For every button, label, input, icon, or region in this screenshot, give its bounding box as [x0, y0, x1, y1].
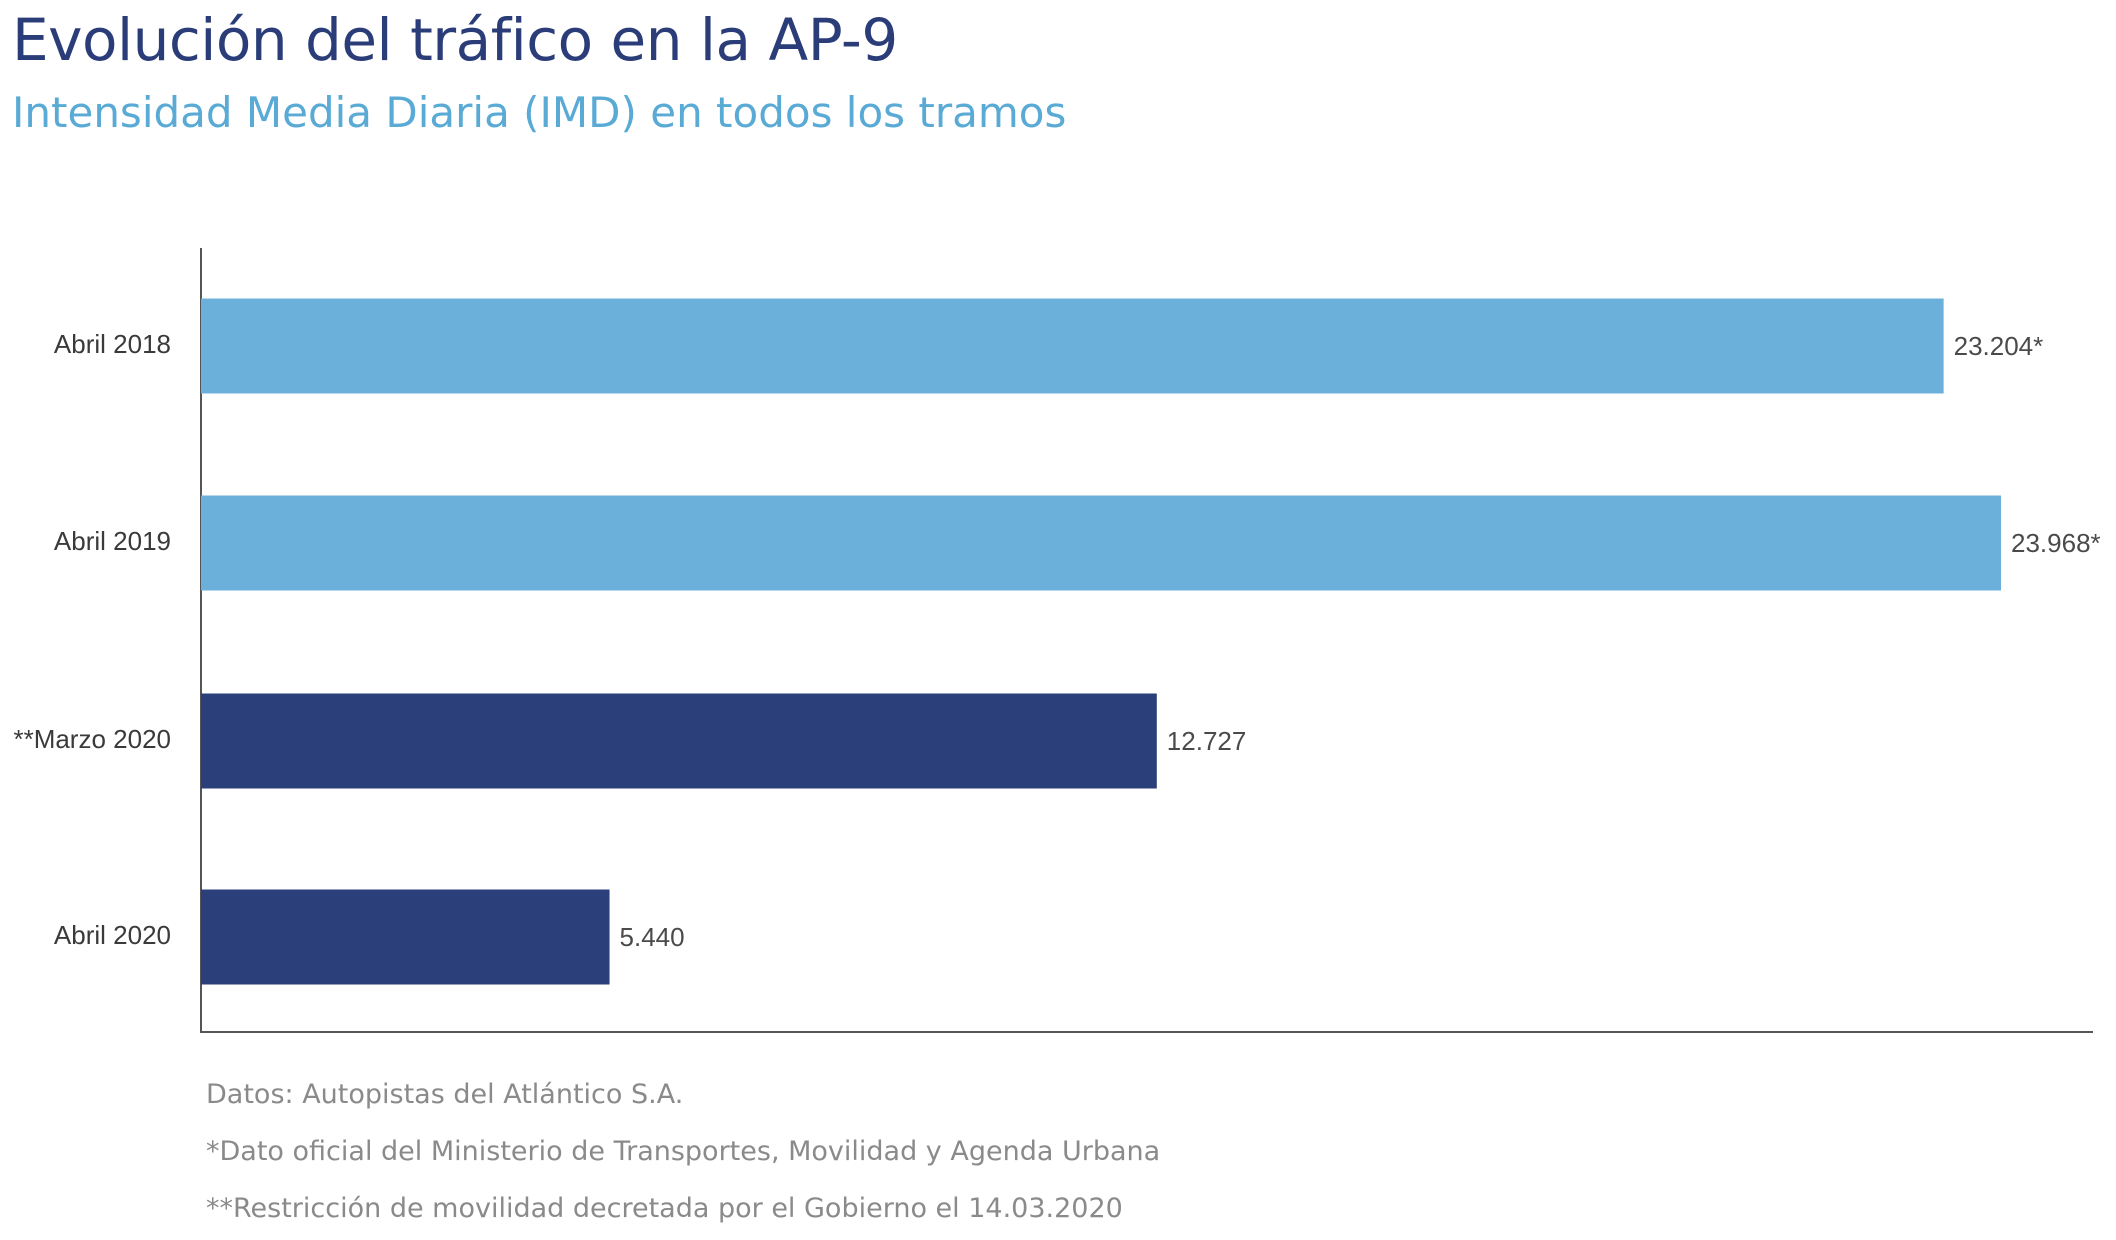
value-label: 23.968*: [2011, 528, 2101, 558]
category-label: **Marzo 2020: [13, 724, 171, 754]
bar: [201, 889, 610, 985]
bar: [201, 298, 1944, 394]
category-label: Abril 2019: [54, 526, 171, 556]
category-label: Abril 2020: [54, 920, 171, 950]
restriction-note: **Restricción de movilidad decretada por…: [206, 1193, 1123, 1224]
bar: [201, 495, 2001, 591]
value-label: 5.440: [620, 922, 685, 952]
value-label: 23.204*: [1954, 331, 2044, 361]
chart-title: Evolución del tráfico en la AP-9: [12, 6, 898, 74]
bars-group: [201, 298, 2001, 985]
bar-chart: Abril 2018 Abril 2019 **Marzo 2020 Abril 20…: [13, 248, 2101, 1033]
official-data-note: *Dato oficial del Ministerio de Transpor…: [206, 1136, 1161, 1167]
value-labels-group: 23.204* 23.968* 12.727 5.440: [620, 331, 2101, 952]
value-label: 12.727: [1167, 726, 1247, 756]
category-labels-group: Abril 2018 Abril 2019 **Marzo 2020 Abril 20…: [13, 329, 171, 950]
bar: [201, 693, 1157, 789]
footnotes: Datos: Autopistas del Atlántico S.A. *Da…: [206, 1066, 1160, 1237]
chart-subtitle: Intensidad Media Diaria (IMD) en todos l…: [12, 88, 1067, 137]
source-note: Datos: Autopistas del Atlántico S.A.: [206, 1079, 684, 1110]
category-label: Abril 2018: [54, 329, 171, 359]
